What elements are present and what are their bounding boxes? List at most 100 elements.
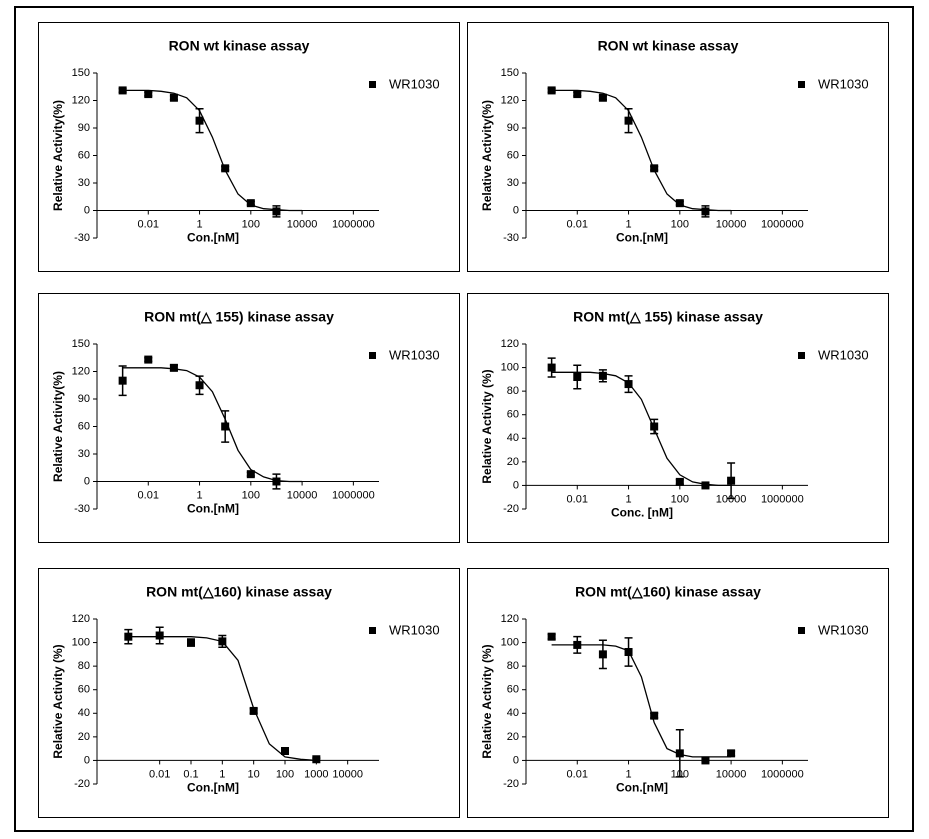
legend-marker	[798, 627, 805, 634]
chart-title: RON wt kinase assay	[169, 38, 310, 54]
chart-panel: RON mt(△ 155) kinase assay -30 0 30 60 90 120 1…	[38, 293, 460, 543]
data-point	[547, 86, 556, 95]
y-tick-label: 20	[78, 731, 90, 743]
y-tick-label: 40	[507, 432, 519, 444]
x-tick-label: 1000000	[332, 218, 375, 230]
y-tick-label: 90	[507, 122, 519, 134]
data-point	[195, 116, 204, 125]
x-tick-label: 0.01	[138, 218, 159, 230]
y-tick-label: 30	[507, 177, 519, 189]
y-tick-label: -20	[503, 503, 519, 515]
y-tick-label: -30	[74, 503, 90, 515]
x-axis-label: Con.[nM]	[187, 781, 239, 795]
data-point	[124, 632, 133, 641]
y-tick-label: 150	[501, 67, 519, 79]
fit-curve	[551, 89, 732, 212]
data-point	[573, 640, 582, 649]
data-point	[573, 373, 582, 381]
data-point	[650, 164, 659, 173]
legend-marker	[798, 81, 805, 88]
x-tick-label: 1	[625, 768, 631, 780]
data-point	[598, 650, 607, 659]
y-tick-label: 0	[84, 204, 90, 216]
x-tick-label: 10000	[332, 768, 363, 780]
y-tick-label: -30	[503, 232, 519, 244]
x-tick-label: 0.01	[567, 493, 588, 505]
x-tick-label: 1000000	[332, 489, 375, 501]
y-tick-label: 120	[72, 94, 90, 106]
data-point	[624, 116, 633, 125]
legend-label: WR1030	[389, 622, 440, 637]
y-axis-label: Relative Activity (%)	[480, 644, 494, 758]
data-point	[675, 749, 684, 758]
y-tick-label: 0	[84, 754, 90, 766]
data-point	[727, 749, 736, 758]
y-tick-label: 100	[501, 636, 519, 648]
data-point	[701, 207, 710, 216]
chart-title: RON mt(△160) kinase assay	[575, 584, 761, 600]
data-point	[598, 93, 607, 102]
y-tick-label: 100	[72, 636, 90, 648]
y-tick-label: 120	[501, 613, 519, 625]
data-point	[272, 207, 281, 216]
data-point	[246, 199, 255, 208]
x-tick-label: 100	[242, 489, 260, 501]
y-tick-label: 60	[78, 684, 90, 696]
legend-label: WR1030	[818, 347, 869, 362]
x-tick-label: 0.01	[567, 768, 588, 780]
y-tick-label: 150	[72, 338, 90, 350]
x-tick-label: 0.01	[567, 218, 588, 230]
y-tick-label: 60	[507, 684, 519, 696]
x-tick-label: 10000	[287, 218, 318, 230]
data-point	[169, 363, 178, 372]
fit-curve	[122, 89, 303, 212]
y-tick-label: 40	[78, 707, 90, 719]
y-tick-label: 60	[507, 409, 519, 421]
x-tick-label: 100	[242, 218, 260, 230]
y-tick-label: 0	[84, 475, 90, 487]
chart-panel: RON wt kinase assay -30 0 30 60 90 120 150 0.01 1…	[467, 22, 889, 272]
data-point	[221, 422, 230, 431]
y-tick-label: -30	[74, 232, 90, 244]
y-tick-label: 120	[501, 338, 519, 350]
x-tick-label: 10	[248, 768, 260, 780]
x-axis-label: Con.[nM]	[616, 781, 668, 795]
chart-title: RON mt(△ 155) kinase assay	[573, 309, 763, 325]
data-point	[118, 86, 127, 95]
data-point	[675, 477, 684, 486]
x-tick-label: 1	[196, 489, 202, 501]
chart-panel: RON mt(△160) kinase assay -20 0 20 40 60 80 100…	[467, 568, 889, 818]
y-tick-label: 80	[507, 660, 519, 672]
data-point	[675, 199, 684, 208]
x-tick-label: 1000	[304, 768, 328, 780]
data-point	[701, 481, 710, 490]
x-tick-label: 1	[219, 768, 225, 780]
y-tick-label: 80	[78, 660, 90, 672]
y-axis-label: Relative Activity(%)	[480, 100, 494, 211]
data-point	[624, 648, 633, 656]
chart-title: RON mt(△160) kinase assay	[146, 584, 332, 600]
x-tick-label: 1	[625, 493, 631, 505]
data-point	[144, 90, 153, 99]
y-axis-label: Relative Activity(%)	[51, 371, 65, 482]
x-axis-label: Conc. [nM]	[611, 506, 673, 520]
fit-curve	[551, 371, 732, 487]
legend-marker	[369, 352, 376, 359]
legend-label: WR1030	[389, 76, 440, 91]
fit-curve	[122, 367, 303, 483]
y-tick-label: 150	[72, 67, 90, 79]
y-tick-label: 100	[501, 361, 519, 373]
chart-title: RON wt kinase assay	[598, 38, 739, 54]
figure-frame	[14, 6, 914, 832]
x-tick-label: 10000	[287, 489, 318, 501]
x-tick-label: 100	[276, 768, 294, 780]
y-tick-label: 80	[507, 385, 519, 397]
data-point	[221, 164, 230, 173]
legend-marker	[369, 81, 376, 88]
y-tick-label: 60	[78, 149, 90, 161]
y-tick-label: 60	[507, 149, 519, 161]
data-point	[246, 470, 255, 479]
data-point	[547, 632, 556, 641]
data-point	[598, 371, 607, 380]
